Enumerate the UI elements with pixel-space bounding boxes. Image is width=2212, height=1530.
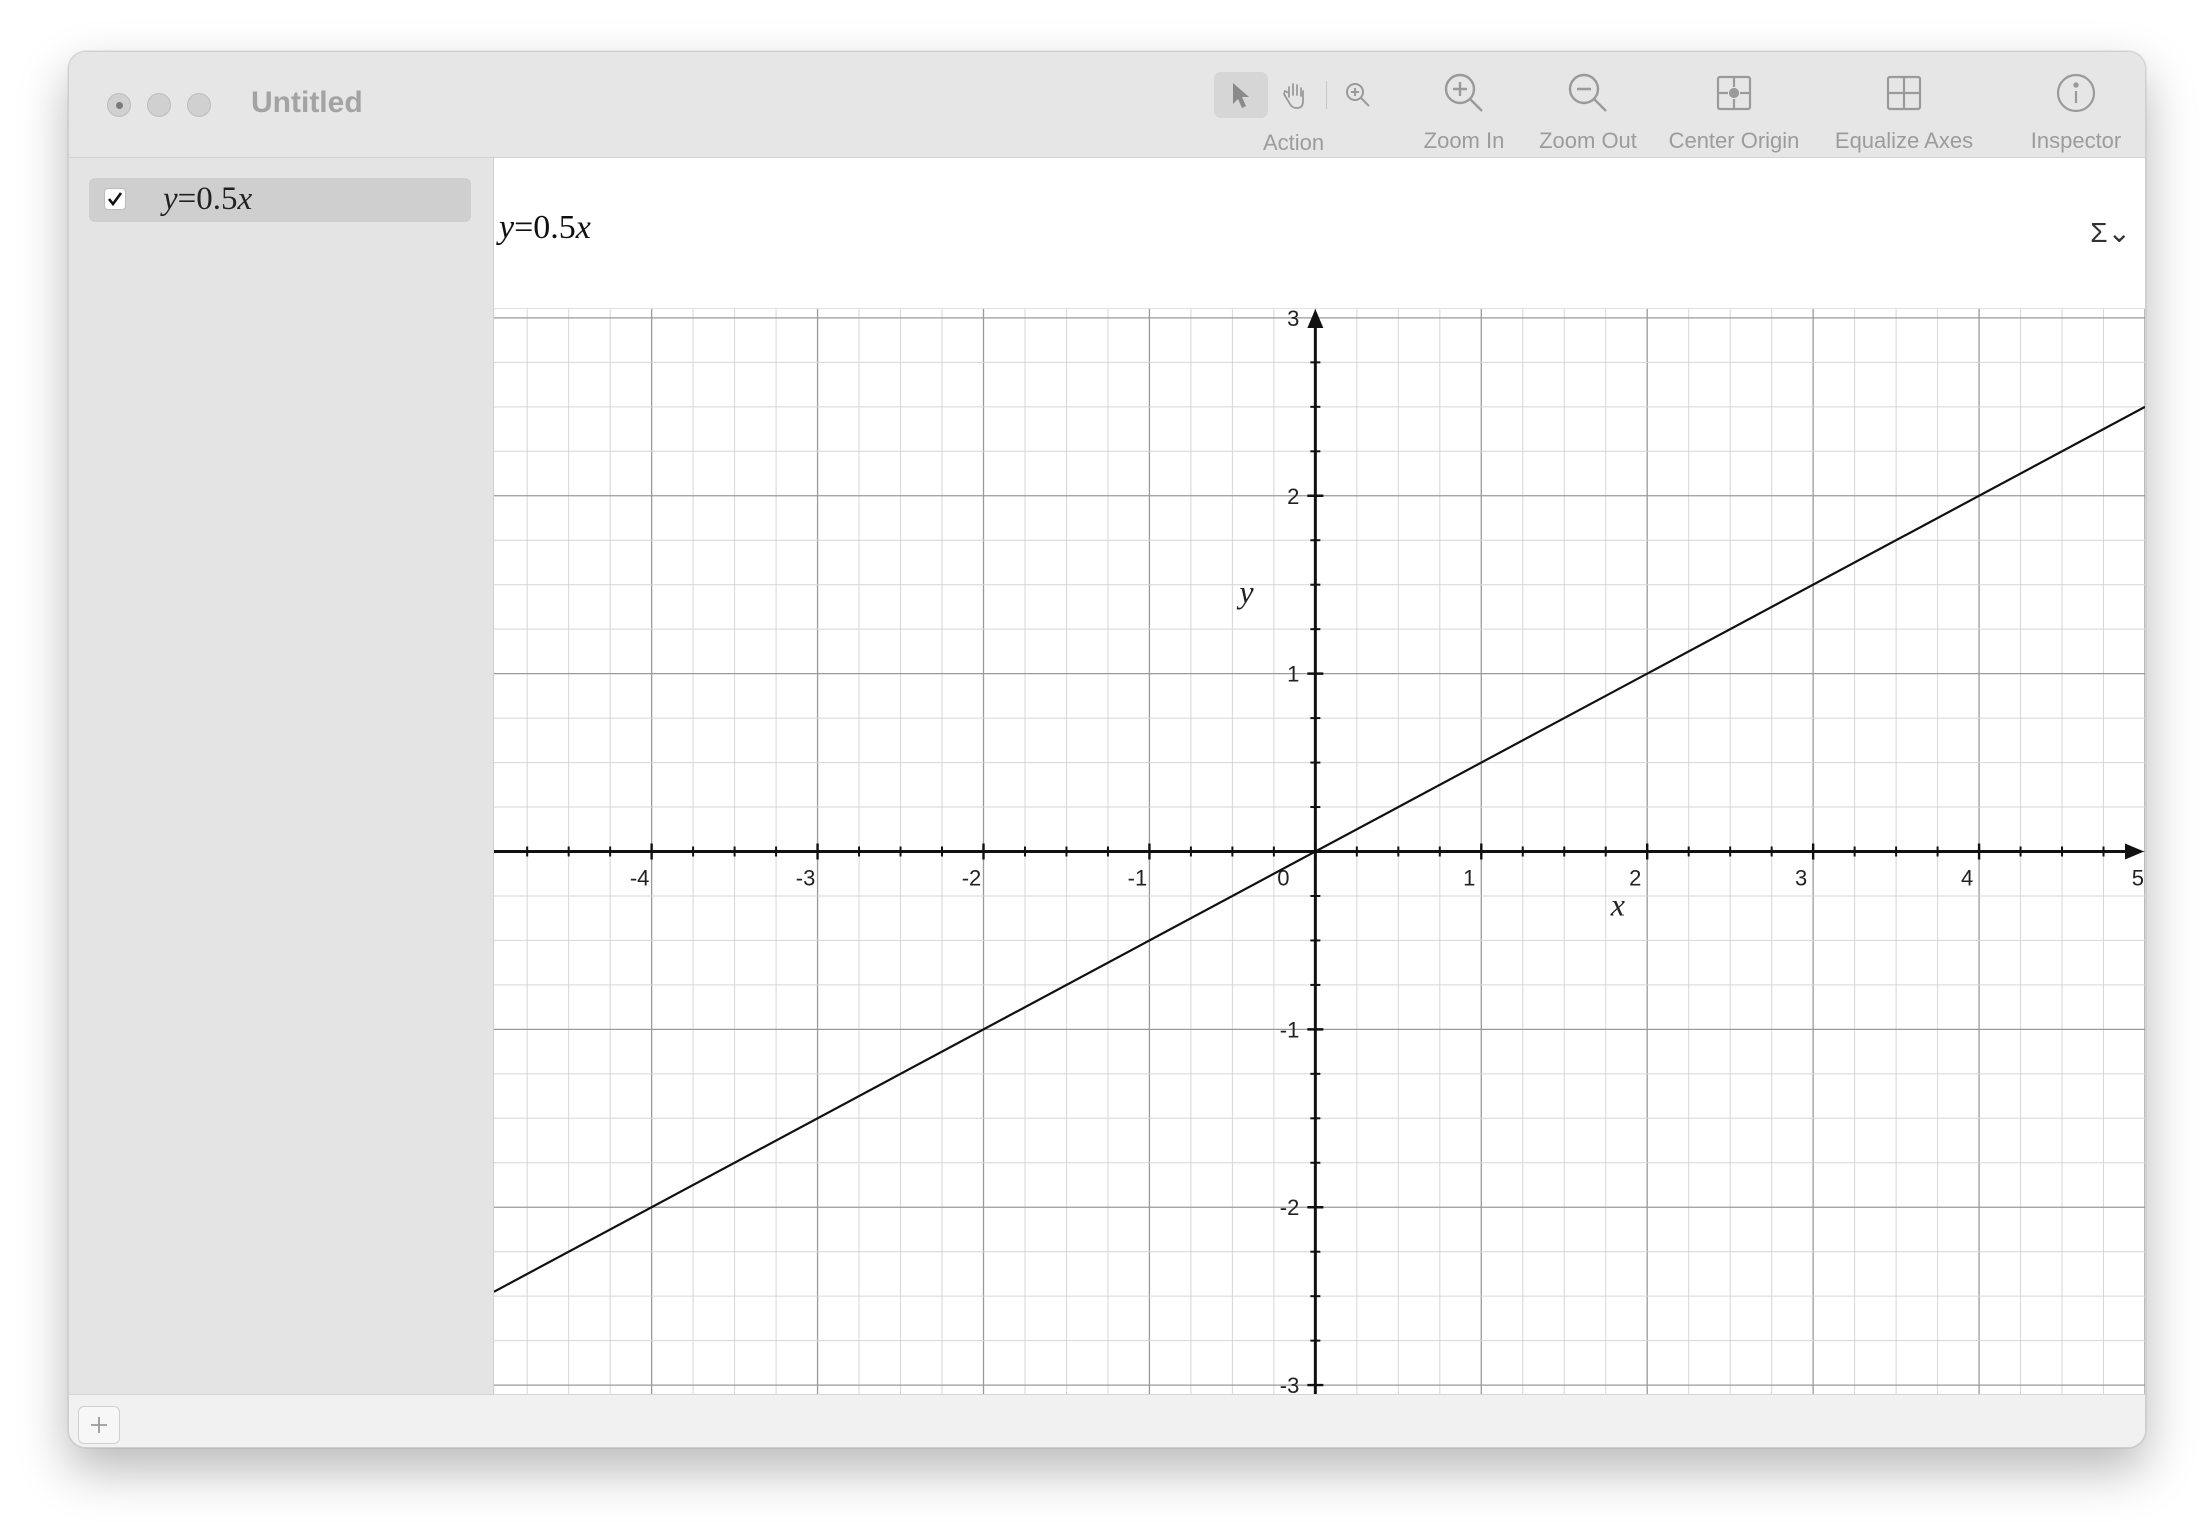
zoom-out-button[interactable]: Zoom Out — [1523, 64, 1653, 154]
graph-canvas[interactable]: -4 -3 -2 -1 0 1 2 3 4 5 -3 -2 -1 1 2 3 x y — [494, 309, 2145, 1394]
bottom-bar — [69, 1394, 2145, 1447]
x-tick-label: -1 — [1128, 866, 1148, 891]
equalize-axes-label: Equalize Axes — [1834, 128, 1974, 153]
title-bar: Untitled Action — [69, 52, 2145, 158]
y-tick-label: 2 — [1287, 484, 1299, 509]
pointer-tool[interactable] — [1214, 72, 1268, 118]
center-origin-icon — [1716, 75, 1752, 111]
sidebar-equation-label: y=0.5x — [163, 181, 253, 217]
visibility-checkbox[interactable] — [104, 188, 126, 210]
sigma-menu-button[interactable]: Σ⌄ — [2090, 217, 2131, 248]
zoom-in-icon — [1444, 73, 1483, 112]
formula-bar[interactable]: y=0.5x Σ⌄ — [494, 158, 2145, 309]
x-axis-label: x — [1610, 887, 1625, 923]
graph-area: y=0.5x Σ⌄ -4 -3 -2 -1 0 1 2 3 4 5 -3 -2 -1 1 2 3 x y — [494, 158, 2145, 1394]
formula-text[interactable]: y=0.5x — [499, 209, 591, 246]
app-window: Untitled Action — [68, 51, 2146, 1448]
x-tick-label: -4 — [630, 866, 650, 891]
x-axis-arrow — [2125, 843, 2144, 860]
x-tick-label: 2 — [1629, 866, 1641, 891]
action-label: Action — [1263, 130, 1325, 155]
add-equation-button[interactable] — [78, 1406, 120, 1444]
equalize-axes-icon — [1886, 75, 1922, 111]
y-tick-label: 1 — [1287, 662, 1299, 687]
y-axis-label: y — [1236, 573, 1254, 609]
x-tick-label: 0 — [1277, 866, 1289, 891]
zoom-out-label: Zoom Out — [1539, 128, 1637, 153]
zoom-in-button[interactable]: Zoom In — [1399, 64, 1529, 154]
x-tick-label: -2 — [962, 866, 982, 891]
window-title: Untitled — [251, 86, 363, 119]
y-axis-arrow — [1307, 309, 1324, 328]
equation-sidebar: y=0.5x — [69, 158, 494, 1394]
plus-icon — [91, 1417, 107, 1433]
action-label-wrap: Action — [1263, 124, 1325, 156]
y-tick-label: 3 — [1287, 309, 1299, 331]
zoom-button[interactable] — [187, 93, 211, 117]
x-tick-label: -3 — [796, 866, 816, 891]
info-icon — [2056, 73, 2096, 113]
zoom-tool[interactable] — [1331, 72, 1385, 118]
x-tick-label: 4 — [1961, 866, 1973, 891]
center-origin-label: Center Origin — [1668, 128, 1800, 153]
action-segmented-control[interactable] — [1214, 72, 1385, 118]
y-tick-label: -1 — [1280, 1017, 1300, 1042]
inspector-button[interactable]: Inspector — [2001, 64, 2145, 154]
inspector-label: Inspector — [2030, 128, 2122, 153]
center-origin-button[interactable]: Center Origin — [1649, 64, 1819, 154]
x-tick-label: 1 — [1463, 866, 1475, 891]
checkmark-icon — [107, 192, 123, 207]
pan-tool[interactable] — [1268, 72, 1322, 118]
sidebar-item-equation[interactable]: y=0.5x — [89, 178, 471, 222]
magnifier-icon — [1346, 83, 1370, 107]
x-tick-label: 3 — [1795, 866, 1807, 891]
series-line — [494, 405, 2145, 1293]
equalize-axes-button[interactable]: Equalize Axes — [1819, 64, 1989, 154]
hand-icon — [1283, 83, 1304, 109]
y-tick-label: -3 — [1280, 1373, 1300, 1394]
close-button[interactable] — [107, 93, 131, 117]
x-tick-label: 5 — [2132, 866, 2144, 891]
zoom-in-label: Zoom In — [1423, 128, 1505, 153]
minimize-button[interactable] — [147, 93, 171, 117]
zoom-out-icon — [1568, 73, 1607, 112]
pointer-icon — [1233, 83, 1249, 108]
y-tick-label: -2 — [1280, 1195, 1300, 1220]
